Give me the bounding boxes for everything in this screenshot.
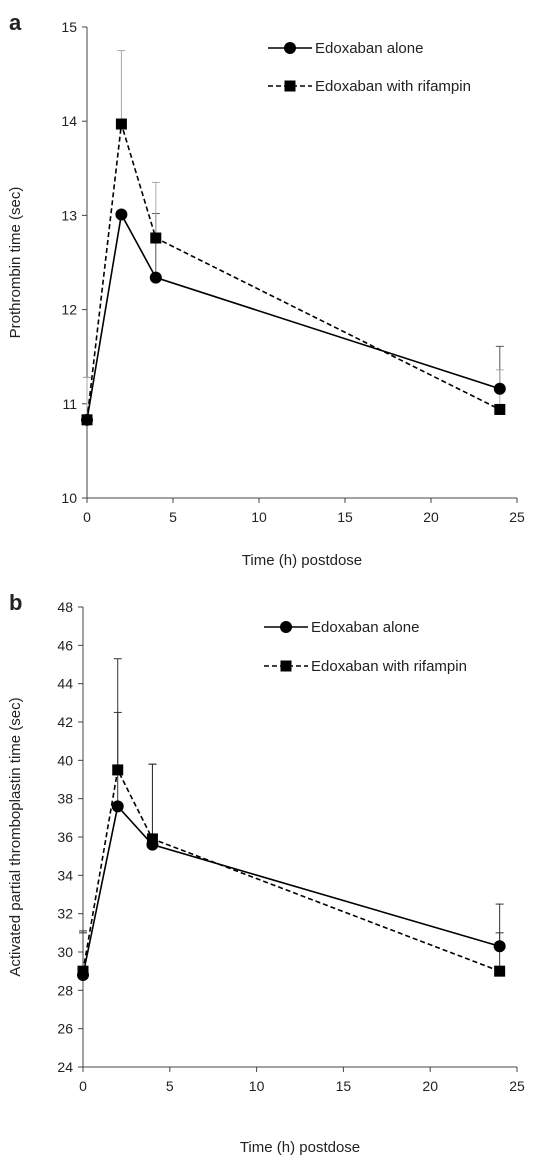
x-tick-label: 5: [166, 1078, 174, 1094]
x-tick-label: 0: [83, 509, 91, 525]
legend-marker-square: [280, 660, 292, 672]
x-tick-label: 20: [423, 509, 439, 525]
x-tick-label: 25: [509, 1078, 525, 1094]
data-point-circle: [111, 800, 124, 813]
x-tick-label: 15: [337, 509, 353, 525]
y-tick-label: 34: [57, 867, 73, 883]
series-line-2: [82, 767, 500, 972]
y-tick-label: 14: [61, 113, 77, 129]
aptt-chart: b 24 26 28 30 32 34 36 38 40 42 44 46 48 0 5 10 15 20 25 Tim…: [7, 590, 525, 1156]
legend-label: Edoxaban with rifampin: [311, 658, 467, 675]
panel-label: a: [9, 10, 22, 35]
y-tick-label: 30: [57, 944, 73, 960]
series-line-2: [86, 123, 501, 420]
x-axis-label: Time (h) postdose: [240, 1139, 360, 1156]
y-tick-label: 48: [57, 599, 73, 615]
panel-label: b: [9, 590, 22, 615]
x-tick-label: 15: [336, 1078, 352, 1094]
y-tick-label: 11: [62, 396, 77, 412]
data-point-square: [146, 833, 158, 845]
legend-marker-circle: [280, 621, 292, 633]
x-tick-label: 5: [169, 509, 177, 525]
x-tick-label: 10: [249, 1078, 265, 1094]
y-tick-label: 24: [57, 1059, 73, 1075]
x-axis-label: Time (h) postdose: [242, 552, 362, 569]
legend-label: Edoxaban with rifampin: [315, 78, 471, 95]
series-line-1: [86, 212, 501, 420]
data-point-circle: [149, 271, 162, 284]
y-tick-label: 44: [57, 676, 73, 692]
y-axis-label: Prothrombin time (sec): [7, 187, 24, 339]
data-point-square: [115, 118, 127, 130]
data-point-square: [81, 414, 93, 426]
x-tick-label: 20: [422, 1078, 438, 1094]
y-tick-label: 36: [57, 829, 73, 845]
data-point-square: [77, 965, 89, 977]
y-tick-label: 40: [57, 752, 73, 768]
data-point-square: [112, 764, 124, 776]
data-point-square: [150, 232, 162, 244]
y-tick-label: 15: [61, 19, 77, 35]
data-point-circle: [115, 208, 128, 221]
x-tick-label: 25: [509, 509, 525, 525]
y-tick-label: 12: [61, 302, 77, 318]
y-tick-label: 32: [57, 906, 73, 922]
y-tick-label: 13: [61, 207, 77, 223]
prothrombin-time-chart: a 10 11 12 13 14 15 0 5 10 15 20 25 Time (h) postdose…: [7, 10, 525, 569]
legend-marker-square: [284, 80, 296, 92]
x-tick-label: 10: [251, 509, 267, 525]
data-point-square: [494, 403, 506, 415]
legend-label: Edoxaban alone: [315, 40, 423, 57]
legend-label: Edoxaban alone: [311, 619, 419, 636]
y-tick-label: 28: [57, 982, 73, 998]
data-point-circle: [493, 382, 506, 395]
y-tick-label: 26: [57, 1021, 73, 1037]
y-tick-label: 42: [57, 714, 73, 730]
x-tick-label: 0: [79, 1078, 87, 1094]
y-tick-label: 46: [57, 637, 73, 653]
data-point-circle: [493, 940, 506, 953]
legend-marker-circle: [284, 42, 296, 54]
y-tick-label: 10: [61, 490, 77, 506]
series-line-1: [82, 804, 500, 976]
y-axis-label: Activated partial thromboplastin time (s…: [7, 697, 24, 976]
y-tick-label: 38: [57, 791, 73, 807]
data-point-square: [494, 965, 506, 977]
